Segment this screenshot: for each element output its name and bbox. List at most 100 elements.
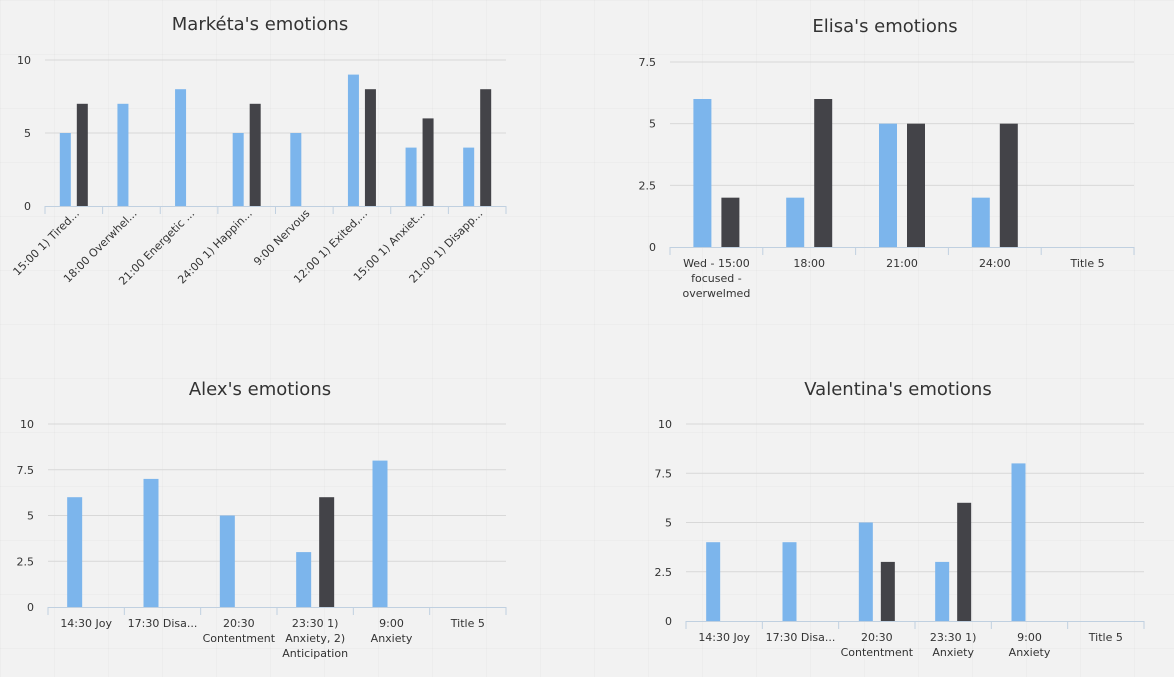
chart-svg: Elisa's emotions 0 2.5 5 7.5 Wed - 15:00 focus… bbox=[639, 16, 1135, 300]
y-tick-label: 7.5 bbox=[655, 467, 673, 480]
bar-series1-0[interactable] bbox=[706, 542, 721, 621]
x-tick-label: 17:30 Disa... bbox=[128, 617, 198, 630]
y-tick-label: 2.5 bbox=[639, 179, 657, 192]
x-tick-label: 18:00 bbox=[793, 257, 825, 270]
bar-series2-5[interactable] bbox=[364, 89, 376, 206]
x-tick-label-line: Title 5 bbox=[450, 617, 485, 630]
bar-series1-3[interactable] bbox=[971, 197, 990, 247]
x-tick-label-line: 9:00 bbox=[379, 617, 404, 630]
bar-series2-3[interactable] bbox=[957, 502, 972, 621]
bar-series1-0[interactable] bbox=[59, 133, 71, 206]
y-tick-label: 5 bbox=[649, 118, 656, 131]
y-tick-label: 5 bbox=[665, 517, 672, 530]
y-tick-label: 0 bbox=[27, 601, 34, 614]
y-tick-label: 7.5 bbox=[639, 56, 657, 69]
x-tick-label: Title 5 bbox=[1070, 257, 1105, 270]
bar-series1-5[interactable] bbox=[347, 74, 359, 206]
x-tick-label: 9:00 Nervous bbox=[251, 207, 312, 268]
chart-title: Valentina's emotions bbox=[804, 379, 991, 400]
x-tick-label: 23:30 1) Anxiety, 2) Anticipation bbox=[282, 617, 348, 660]
bar-series1-0[interactable] bbox=[67, 497, 83, 607]
bar-series1-1[interactable] bbox=[143, 478, 159, 607]
x-tick-label-line: 18:00 bbox=[793, 257, 825, 270]
chart-title: Elisa's emotions bbox=[812, 16, 957, 37]
bar-series1-2[interactable] bbox=[219, 515, 235, 608]
bar-series2-0[interactable] bbox=[76, 103, 88, 206]
x-tick-label: 9:00 Anxiety bbox=[1009, 631, 1051, 659]
x-tick-label-line: Anticipation bbox=[282, 647, 348, 660]
elisa-chart: Elisa's emotions 0 2.5 5 7.5 Wed - 15:00 focus… bbox=[600, 0, 1174, 320]
y-tick-label: 10 bbox=[17, 54, 31, 67]
x-tick-label-line: 20:30 bbox=[861, 631, 893, 644]
y-tick-label: 2.5 bbox=[655, 566, 673, 579]
bar-series2-1[interactable] bbox=[814, 99, 833, 247]
bar-series1-4[interactable] bbox=[372, 460, 388, 607]
x-tick-label-line: 21:00 bbox=[886, 257, 918, 270]
bar-series2-3[interactable] bbox=[249, 103, 261, 206]
bar-series1-7[interactable] bbox=[463, 147, 475, 206]
bar-series1-6[interactable] bbox=[405, 147, 417, 206]
x-tick-label-line: Anxiety bbox=[371, 632, 413, 645]
bar-series1-2[interactable] bbox=[175, 89, 187, 206]
x-tick-label-line: Contentment bbox=[203, 632, 276, 645]
x-tick-label-line: 14:30 Joy bbox=[698, 631, 750, 644]
chart-svg: Valentina's emotions 0 2.5 5 7.5 10 14:30 Joy 1… bbox=[655, 379, 1145, 659]
y-tick-label: 10 bbox=[658, 418, 672, 431]
bar-series1-1[interactable] bbox=[782, 542, 797, 621]
bar-series1-4[interactable] bbox=[290, 133, 302, 206]
bar-series1-3[interactable] bbox=[232, 133, 244, 206]
x-tick-label-line: 20:30 bbox=[223, 617, 255, 630]
x-tick-label: 14:30 Joy bbox=[698, 631, 750, 644]
x-tick-label: 20:30 Contentment bbox=[203, 617, 276, 645]
x-tick-label: 21:00 bbox=[886, 257, 918, 270]
x-tick-label-line: Title 5 bbox=[1088, 631, 1123, 644]
bar-series1-2[interactable] bbox=[858, 522, 873, 622]
y-tick-label: 5 bbox=[27, 510, 34, 523]
x-tick-label: 9:00 Anxiety bbox=[371, 617, 413, 645]
chart-title: Alex's emotions bbox=[189, 379, 331, 400]
bar-series1-3[interactable] bbox=[935, 561, 950, 621]
x-tick-label: 20:30 Contentment bbox=[841, 631, 914, 659]
bar-series2-3[interactable] bbox=[999, 123, 1018, 247]
y-tick-label: 7.5 bbox=[17, 464, 35, 477]
bar-series2-2[interactable] bbox=[907, 123, 925, 247]
y-tick-label: 0 bbox=[649, 241, 656, 254]
marketa-chart: Markéta's emotions 0 5 10 15:00 1) Tired... 1… bbox=[0, 0, 520, 320]
x-tick-label: 24:00 bbox=[979, 257, 1011, 270]
x-tick-label-line: 17:30 Disa... bbox=[128, 617, 198, 630]
y-tick-label: 10 bbox=[20, 418, 34, 431]
x-tick-label-line: 24:00 bbox=[979, 257, 1011, 270]
x-tick-label-line: Anxiety, 2) bbox=[285, 632, 345, 645]
y-tick-label: 0 bbox=[665, 615, 672, 628]
x-tick-label-line: Anxiety bbox=[932, 646, 974, 659]
bar-series1-4[interactable] bbox=[1011, 463, 1026, 621]
alex-chart: Alex's emotions 0 2.5 5 7.5 10 14:30 Joy 17:30 … bbox=[0, 365, 520, 677]
x-tick-label-line: Anxiety bbox=[1009, 646, 1051, 659]
bar-series2-2[interactable] bbox=[880, 561, 895, 621]
y-tick-label: 5 bbox=[24, 127, 31, 140]
x-tick-label-line: focused - bbox=[691, 272, 742, 285]
bar-series2-0[interactable] bbox=[721, 197, 740, 247]
x-tick-label-line: 23:30 1) bbox=[292, 617, 339, 630]
bar-series1-1[interactable] bbox=[786, 197, 805, 247]
bar-series1-3[interactable] bbox=[296, 552, 312, 607]
bar-series1-0[interactable] bbox=[693, 99, 712, 247]
bar-series2-6[interactable] bbox=[422, 118, 434, 206]
bar-series1-2[interactable] bbox=[879, 123, 897, 247]
y-tick-label: 2.5 bbox=[17, 555, 35, 568]
x-tick-label: Title 5 bbox=[1088, 631, 1123, 644]
valentina-chart: Valentina's emotions 0 2.5 5 7.5 10 14:30 Joy 1… bbox=[600, 365, 1174, 677]
bar-series1-1[interactable] bbox=[117, 103, 129, 206]
bar-series2-7[interactable] bbox=[480, 89, 492, 206]
chart-svg: Alex's emotions 0 2.5 5 7.5 10 14:30 Joy 17:30 … bbox=[17, 379, 507, 660]
x-tick-label-line: 9:00 bbox=[1017, 631, 1042, 644]
x-tick-label-line: overwelmed bbox=[682, 287, 750, 300]
x-tick-label-line: Wed - 15:00 bbox=[683, 257, 750, 270]
x-tick-label-line: Title 5 bbox=[1070, 257, 1105, 270]
x-tick-label: 17:30 Disa... bbox=[766, 631, 836, 644]
x-tick-label-line: 17:30 Disa... bbox=[766, 631, 836, 644]
x-tick-label: 14:30 Joy bbox=[60, 617, 112, 630]
bar-series2-3[interactable] bbox=[319, 497, 335, 607]
